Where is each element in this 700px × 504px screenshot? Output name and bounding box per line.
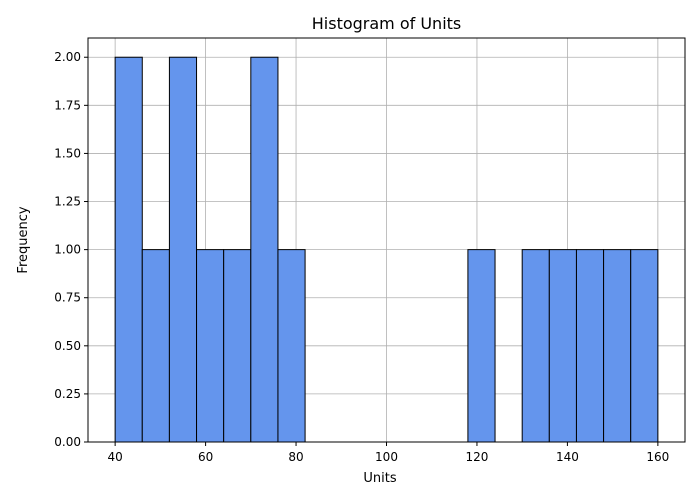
histogram-bar: [575, 249, 605, 443]
x-tick-label: 160: [646, 450, 669, 464]
x-tick-label: 60: [198, 450, 213, 464]
y-tick-label: 0.75: [54, 291, 81, 305]
y-axis-ticks: 0.00 0.25 0.50 0.75 1.00 1.25 1.50 1.75 2.00: [54, 50, 88, 449]
histogram-bar: [168, 56, 198, 443]
histogram-bar: [250, 56, 279, 443]
y-tick-label: 1.25: [54, 195, 81, 209]
y-axis-label: Frequency: [16, 206, 31, 273]
histogram-bar: [114, 56, 143, 443]
histogram-bar: [277, 249, 306, 443]
chart-title: Histogram of Units: [312, 14, 462, 33]
bars-layer: [114, 56, 659, 443]
histogram-bar: [603, 249, 632, 443]
histogram-bar: [548, 249, 577, 443]
histogram-bar: [141, 249, 170, 443]
x-axis-ticks: 40 60 80 100 120 140 160: [107, 442, 669, 464]
y-tick-label: 0.25: [54, 387, 81, 401]
x-tick-label: 80: [288, 450, 303, 464]
x-tick-label: 120: [466, 450, 489, 464]
x-tick-label: 40: [107, 450, 122, 464]
y-tick-label: 2.00: [54, 50, 81, 64]
y-tick-label: 0.50: [54, 339, 81, 353]
histogram-bar: [630, 249, 659, 443]
x-axis-label: Units: [363, 471, 396, 486]
histogram-bar: [196, 249, 225, 443]
x-tick-label: 100: [375, 450, 398, 464]
y-tick-label: 0.00: [54, 435, 81, 449]
histogram-bar: [223, 249, 252, 443]
histogram-bar: [467, 249, 496, 443]
y-tick-label: 1.50: [54, 146, 81, 160]
x-tick-label: 140: [556, 450, 579, 464]
histogram-bar: [521, 249, 550, 443]
y-tick-label: 1.00: [54, 243, 81, 257]
y-tick-label: 1.75: [54, 98, 81, 112]
